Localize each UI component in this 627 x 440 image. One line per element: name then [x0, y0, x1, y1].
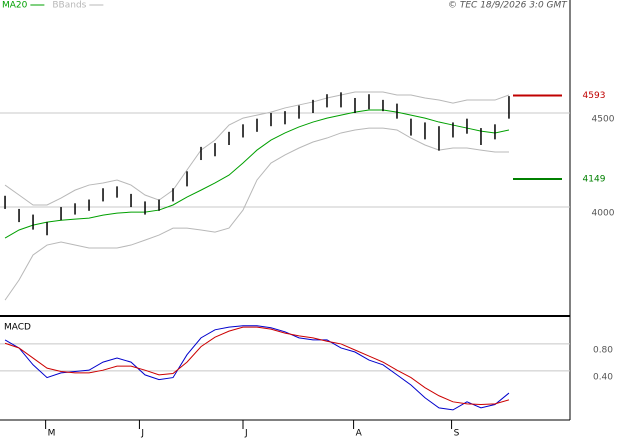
- y-tick-label: 0.80: [593, 345, 613, 355]
- panel-title: MACD: [4, 323, 31, 333]
- band-lower: [4, 127, 509, 301]
- y-tick-label: 4500: [592, 115, 615, 125]
- ma-line: [4, 109, 510, 239]
- y-tick-label: 4000: [592, 209, 615, 219]
- x-tick-label: S: [454, 429, 460, 439]
- band-upper: [4, 91, 510, 206]
- x-tick-label: A: [356, 429, 363, 439]
- x-tick-label: J: [140, 429, 144, 439]
- price-panel: [0, 0, 570, 315]
- x-tick-label: J: [244, 429, 248, 439]
- macd-line: [4, 326, 510, 406]
- macd-line: [4, 325, 510, 411]
- copyright: © TEC 18/9/2026 3:0 GMT: [448, 1, 568, 11]
- level-label: 4593: [583, 91, 606, 101]
- x-tick-label: M: [48, 429, 56, 439]
- legend-label: MA20: [2, 1, 28, 11]
- level-label: 4149: [583, 175, 606, 185]
- legend-label: BBands: [52, 1, 86, 11]
- y-tick-label: 0.40: [593, 372, 613, 382]
